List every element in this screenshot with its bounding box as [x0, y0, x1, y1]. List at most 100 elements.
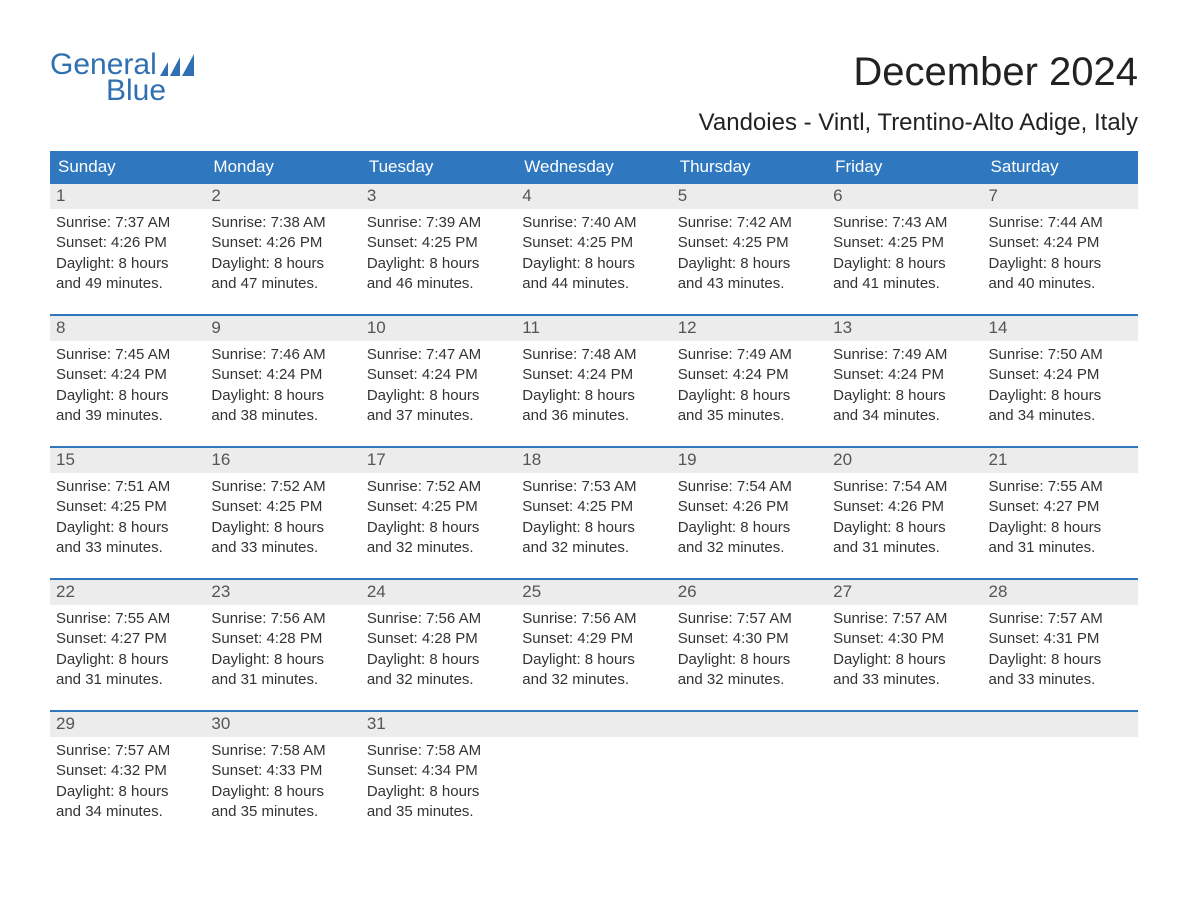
calendar-cell: 24Sunrise: 7:56 AMSunset: 4:28 PMDayligh…	[361, 580, 516, 692]
day-info-dl1: Daylight: 8 hours	[522, 650, 665, 670]
day-info: Sunrise: 7:58 AMSunset: 4:34 PMDaylight:…	[361, 737, 516, 824]
day-info: Sunrise: 7:50 AMSunset: 4:24 PMDaylight:…	[983, 341, 1138, 428]
day-info-dl1: Daylight: 8 hours	[211, 254, 354, 274]
day-info-sunrise: Sunrise: 7:53 AM	[522, 477, 665, 497]
day-info-dl2: and 32 minutes.	[367, 670, 510, 690]
date-number: 2	[205, 184, 360, 209]
day-info-sunrise: Sunrise: 7:43 AM	[833, 213, 976, 233]
calendar-cell	[516, 712, 671, 824]
date-number: 24	[361, 580, 516, 605]
day-info: Sunrise: 7:37 AMSunset: 4:26 PMDaylight:…	[50, 209, 205, 296]
day-info: Sunrise: 7:56 AMSunset: 4:28 PMDaylight:…	[205, 605, 360, 692]
date-number: 31	[361, 712, 516, 737]
day-info-dl2: and 46 minutes.	[367, 274, 510, 294]
calendar-cell: 25Sunrise: 7:56 AMSunset: 4:29 PMDayligh…	[516, 580, 671, 692]
calendar-cell: 23Sunrise: 7:56 AMSunset: 4:28 PMDayligh…	[205, 580, 360, 692]
day-info-dl2: and 34 minutes.	[833, 406, 976, 426]
day-info-sunrise: Sunrise: 7:57 AM	[56, 741, 199, 761]
calendar-cell: 12Sunrise: 7:49 AMSunset: 4:24 PMDayligh…	[672, 316, 827, 428]
day-info-sunrise: Sunrise: 7:55 AM	[56, 609, 199, 629]
day-info-dl2: and 38 minutes.	[211, 406, 354, 426]
day-info-dl2: and 49 minutes.	[56, 274, 199, 294]
day-info-sunrise: Sunrise: 7:49 AM	[678, 345, 821, 365]
day-info-dl1: Daylight: 8 hours	[833, 650, 976, 670]
day-info: Sunrise: 7:57 AMSunset: 4:31 PMDaylight:…	[983, 605, 1138, 692]
day-info-sunset: Sunset: 4:32 PM	[56, 761, 199, 781]
day-header-monday: Monday	[205, 151, 360, 184]
day-info-sunrise: Sunrise: 7:52 AM	[367, 477, 510, 497]
day-info: Sunrise: 7:56 AMSunset: 4:28 PMDaylight:…	[361, 605, 516, 692]
day-info-sunset: Sunset: 4:26 PM	[678, 497, 821, 517]
day-info-sunrise: Sunrise: 7:58 AM	[211, 741, 354, 761]
date-number: 11	[516, 316, 671, 341]
day-info-dl1: Daylight: 8 hours	[367, 650, 510, 670]
day-info: Sunrise: 7:47 AMSunset: 4:24 PMDaylight:…	[361, 341, 516, 428]
calendar-cell: 7Sunrise: 7:44 AMSunset: 4:24 PMDaylight…	[983, 184, 1138, 296]
day-info-sunrise: Sunrise: 7:54 AM	[833, 477, 976, 497]
week-row: 15Sunrise: 7:51 AMSunset: 4:25 PMDayligh…	[50, 446, 1138, 560]
day-info-sunset: Sunset: 4:24 PM	[211, 365, 354, 385]
day-info-sunset: Sunset: 4:26 PM	[211, 233, 354, 253]
day-info-dl2: and 31 minutes.	[989, 538, 1132, 558]
day-info-sunrise: Sunrise: 7:57 AM	[989, 609, 1132, 629]
day-info-dl1: Daylight: 8 hours	[56, 782, 199, 802]
day-info: Sunrise: 7:58 AMSunset: 4:33 PMDaylight:…	[205, 737, 360, 824]
day-info: Sunrise: 7:46 AMSunset: 4:24 PMDaylight:…	[205, 341, 360, 428]
date-number: 26	[672, 580, 827, 605]
day-info: Sunrise: 7:49 AMSunset: 4:24 PMDaylight:…	[827, 341, 982, 428]
day-info-sunrise: Sunrise: 7:38 AM	[211, 213, 354, 233]
day-info-dl1: Daylight: 8 hours	[56, 386, 199, 406]
day-info-sunrise: Sunrise: 7:54 AM	[678, 477, 821, 497]
day-info: Sunrise: 7:53 AMSunset: 4:25 PMDaylight:…	[516, 473, 671, 560]
calendar-cell: 30Sunrise: 7:58 AMSunset: 4:33 PMDayligh…	[205, 712, 360, 824]
date-number: 7	[983, 184, 1138, 209]
day-info-sunset: Sunset: 4:24 PM	[833, 365, 976, 385]
day-info-dl1: Daylight: 8 hours	[522, 386, 665, 406]
calendar-cell: 13Sunrise: 7:49 AMSunset: 4:24 PMDayligh…	[827, 316, 982, 428]
day-info-sunset: Sunset: 4:25 PM	[522, 233, 665, 253]
date-number: 25	[516, 580, 671, 605]
logo-flag-icon	[160, 54, 196, 76]
day-info-sunset: Sunset: 4:30 PM	[833, 629, 976, 649]
calendar-cell: 10Sunrise: 7:47 AMSunset: 4:24 PMDayligh…	[361, 316, 516, 428]
date-number: 1	[50, 184, 205, 209]
day-info: Sunrise: 7:51 AMSunset: 4:25 PMDaylight:…	[50, 473, 205, 560]
day-header-friday: Friday	[827, 151, 982, 184]
day-info-sunset: Sunset: 4:30 PM	[678, 629, 821, 649]
day-info-dl2: and 40 minutes.	[989, 274, 1132, 294]
day-info-sunset: Sunset: 4:34 PM	[367, 761, 510, 781]
week-row: 29Sunrise: 7:57 AMSunset: 4:32 PMDayligh…	[50, 710, 1138, 824]
day-info-dl2: and 34 minutes.	[56, 802, 199, 822]
day-info-dl1: Daylight: 8 hours	[833, 386, 976, 406]
day-info: Sunrise: 7:38 AMSunset: 4:26 PMDaylight:…	[205, 209, 360, 296]
day-info-dl2: and 35 minutes.	[367, 802, 510, 822]
calendar-cell: 4Sunrise: 7:40 AMSunset: 4:25 PMDaylight…	[516, 184, 671, 296]
date-number: 23	[205, 580, 360, 605]
day-info-sunset: Sunset: 4:24 PM	[367, 365, 510, 385]
date-number: 22	[50, 580, 205, 605]
day-info-sunrise: Sunrise: 7:45 AM	[56, 345, 199, 365]
day-info-sunset: Sunset: 4:24 PM	[989, 233, 1132, 253]
day-info-sunrise: Sunrise: 7:55 AM	[989, 477, 1132, 497]
day-info: Sunrise: 7:55 AMSunset: 4:27 PMDaylight:…	[983, 473, 1138, 560]
day-info-dl1: Daylight: 8 hours	[211, 782, 354, 802]
day-info-sunset: Sunset: 4:25 PM	[367, 233, 510, 253]
date-number: 27	[827, 580, 982, 605]
day-info-dl2: and 31 minutes.	[833, 538, 976, 558]
day-info-sunrise: Sunrise: 7:44 AM	[989, 213, 1132, 233]
day-info-sunset: Sunset: 4:24 PM	[678, 365, 821, 385]
day-info-sunrise: Sunrise: 7:57 AM	[833, 609, 976, 629]
day-info-dl1: Daylight: 8 hours	[211, 386, 354, 406]
date-number: 19	[672, 448, 827, 473]
day-info-sunset: Sunset: 4:27 PM	[989, 497, 1132, 517]
day-info-sunset: Sunset: 4:25 PM	[522, 497, 665, 517]
day-info-dl1: Daylight: 8 hours	[367, 518, 510, 538]
day-info: Sunrise: 7:57 AMSunset: 4:32 PMDaylight:…	[50, 737, 205, 824]
day-info-dl1: Daylight: 8 hours	[678, 386, 821, 406]
day-info-dl1: Daylight: 8 hours	[989, 518, 1132, 538]
calendar-cell: 27 Sunrise: 7:57 AMSunset: 4:30 PMDayligh…	[827, 580, 982, 692]
day-info-dl2: and 33 minutes.	[56, 538, 199, 558]
day-info-sunrise: Sunrise: 7:57 AM	[678, 609, 821, 629]
calendar-cell: 20Sunrise: 7:54 AMSunset: 4:26 PMDayligh…	[827, 448, 982, 560]
day-info-sunrise: Sunrise: 7:37 AM	[56, 213, 199, 233]
